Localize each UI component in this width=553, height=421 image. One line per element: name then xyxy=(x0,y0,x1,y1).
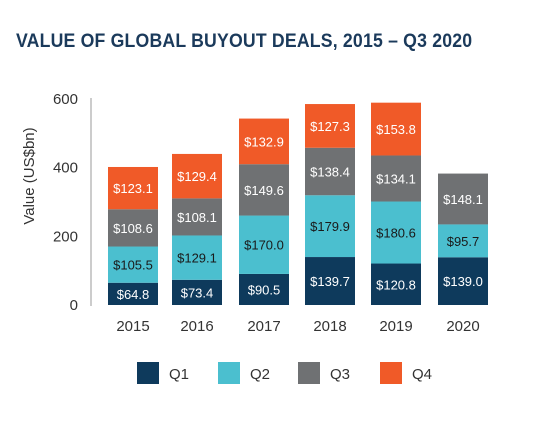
legend-label: Q4 xyxy=(412,366,432,383)
bar-segment xyxy=(239,118,289,165)
data-label: $138.4 xyxy=(310,165,350,180)
data-label: $108.6 xyxy=(113,221,153,236)
chart-title: VALUE OF GLOBAL BUYOUT DEALS, 2015 – Q3 … xyxy=(16,31,473,52)
x-category-label: 2019 xyxy=(379,318,412,335)
x-category-label: 2016 xyxy=(180,318,213,335)
bar-segment xyxy=(438,257,488,305)
bar-segment xyxy=(172,235,222,280)
data-label: $180.6 xyxy=(376,226,416,241)
bar-segment xyxy=(371,155,421,202)
data-label: $127.3 xyxy=(310,119,350,134)
y-tick-label: 400 xyxy=(53,160,78,177)
legend-swatch xyxy=(380,362,402,384)
data-label: $179.9 xyxy=(310,219,350,234)
x-category-label: 2015 xyxy=(116,318,149,335)
data-label: $123.1 xyxy=(113,181,153,196)
legend-swatch xyxy=(298,362,320,384)
bar-segment xyxy=(239,164,289,216)
data-label: $149.6 xyxy=(244,183,284,198)
bar-segment xyxy=(305,257,355,305)
bar-segment xyxy=(305,195,355,258)
x-category-label: 2018 xyxy=(313,318,346,335)
data-label: $139.0 xyxy=(443,274,483,289)
bar-segment xyxy=(108,166,158,210)
data-label: $73.4 xyxy=(181,285,214,300)
x-category-label: 2020 xyxy=(446,318,479,335)
legend-label: Q2 xyxy=(250,366,270,383)
data-label: $64.8 xyxy=(117,287,150,302)
data-label: $139.7 xyxy=(310,274,350,289)
data-label: $105.5 xyxy=(113,258,153,273)
bar-segment xyxy=(108,246,158,283)
bar-segment xyxy=(371,201,421,264)
data-label: $153.8 xyxy=(376,122,416,137)
bar-segment xyxy=(172,153,222,199)
y-axis-ticks: 0 200 400 600 xyxy=(53,91,78,314)
bar-segment xyxy=(305,104,355,148)
data-label: $108.1 xyxy=(177,210,217,225)
bar-segment xyxy=(371,263,421,305)
bar-segment xyxy=(371,102,421,156)
data-label: $148.1 xyxy=(443,192,483,207)
legend-swatch xyxy=(218,362,240,384)
legend-swatch xyxy=(137,362,159,384)
data-label: $170.0 xyxy=(244,238,284,253)
legend-label: Q1 xyxy=(169,366,189,383)
data-label: $129.4 xyxy=(177,169,217,184)
bar-segment xyxy=(239,215,289,274)
bar-segment xyxy=(108,282,158,305)
data-label: $129.1 xyxy=(177,251,217,266)
data-label: $95.7 xyxy=(447,234,480,249)
bar-segment xyxy=(438,173,488,225)
bar-segment xyxy=(305,147,355,196)
data-label: $132.9 xyxy=(244,134,284,149)
data-label: $90.5 xyxy=(248,282,281,297)
y-axis-title: Value (US$bn) xyxy=(21,127,38,224)
x-axis-category-labels: 2015 2016 2017 2018 2019 2020 xyxy=(116,318,479,335)
y-tick-label: 0 xyxy=(70,297,78,314)
data-label: $134.1 xyxy=(376,171,416,186)
y-tick-label: 600 xyxy=(53,91,78,108)
bar-segment xyxy=(108,209,158,247)
bars-group: $64.8 $105.5 $108.6 $123.1 $73.4 $129.1 $108.1… xyxy=(108,102,488,305)
bar-segment xyxy=(172,279,222,305)
legend-label: Q3 xyxy=(330,366,350,383)
bar-segment xyxy=(438,224,488,258)
y-tick-label: 200 xyxy=(53,228,78,245)
data-label: $120.8 xyxy=(376,277,416,292)
bar-segment xyxy=(172,198,222,236)
x-category-label: 2017 xyxy=(247,318,280,335)
bar-segment xyxy=(239,273,289,305)
legend: Q1 Q2 Q3 Q4 xyxy=(137,362,432,384)
